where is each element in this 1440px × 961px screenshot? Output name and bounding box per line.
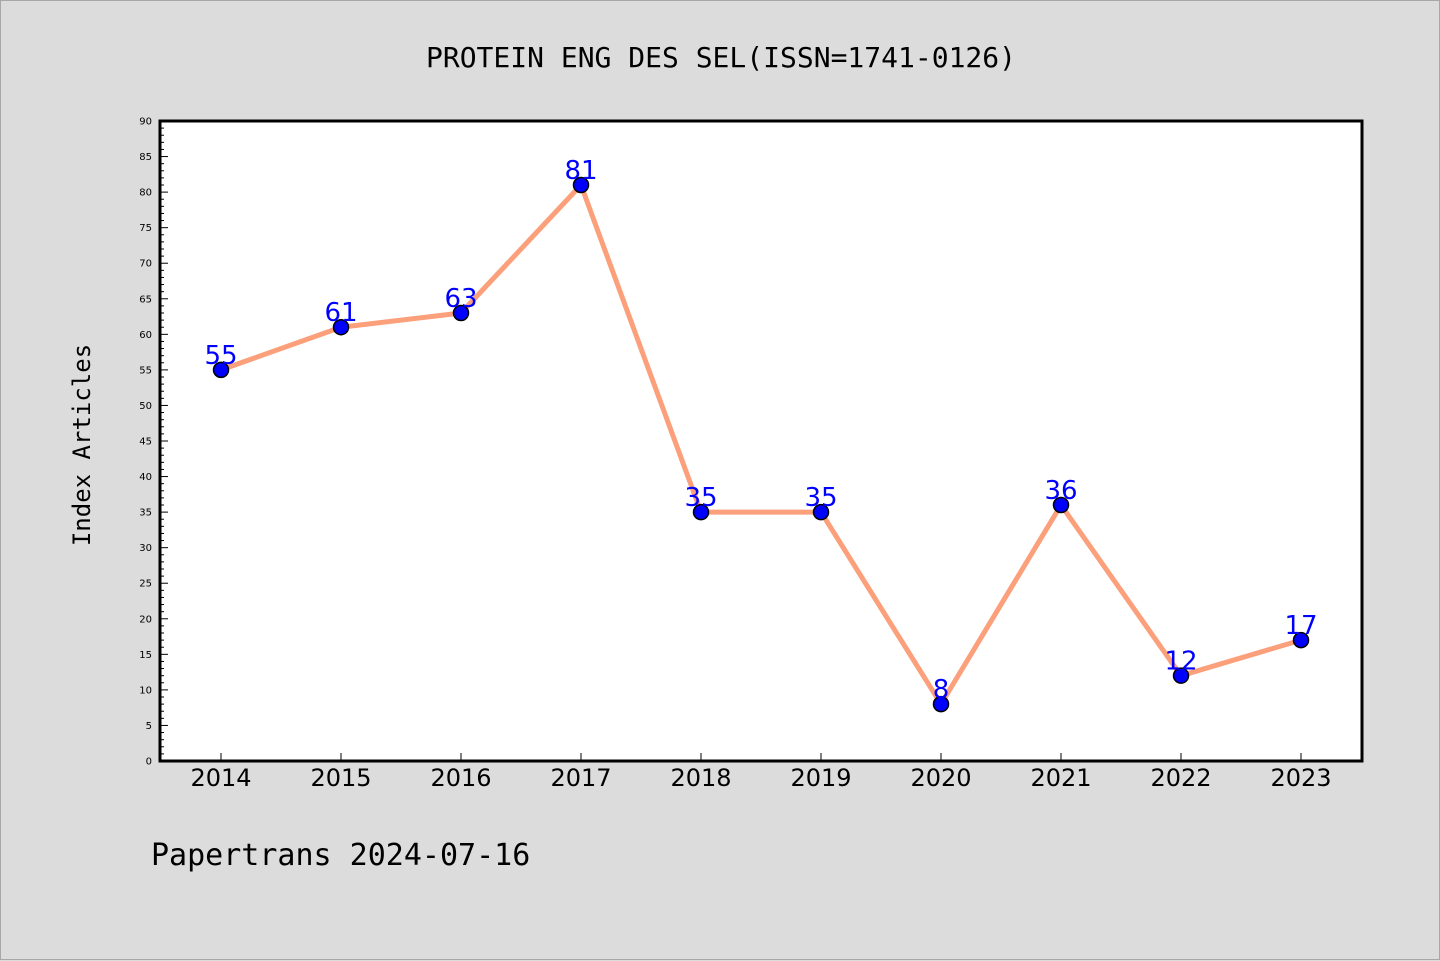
data-point	[1052, 496, 1070, 514]
y-tick-label: 60	[139, 330, 152, 341]
data-point	[572, 176, 590, 194]
data-label: 63	[444, 284, 477, 314]
y-tick-label: 40	[139, 472, 152, 483]
data-point	[212, 361, 230, 379]
data-label: 61	[324, 298, 357, 328]
y-tick-label: 35	[139, 508, 152, 519]
data-label: 12	[1164, 647, 1197, 677]
data-labels: 55 61 63 81 35 35 8 36 12 17	[204, 156, 1317, 705]
y-axis: 0 5 10 15 20 25 30 35 40 45 50 55 60 65 70 75 80 85 90	[139, 117, 168, 768]
x-tick-label: 2016	[430, 764, 491, 792]
data-label: 35	[684, 483, 717, 513]
data-point	[1292, 631, 1310, 649]
x-tick-label: 2015	[310, 764, 371, 792]
data-point	[452, 304, 470, 322]
data-label: 17	[1284, 611, 1317, 641]
data-label: 35	[804, 483, 837, 513]
x-tick-label: 2023	[1270, 764, 1331, 792]
data-label: 8	[933, 675, 950, 705]
y-tick-label: 85	[139, 152, 152, 163]
x-tick-label: 2020	[910, 764, 971, 792]
x-tick-label: 2022	[1150, 764, 1211, 792]
data-point	[932, 695, 950, 713]
footer-credit: Papertrans 2024-07-16	[151, 838, 530, 873]
data-point	[1172, 667, 1190, 684]
y-tick-label: 45	[139, 437, 152, 448]
y-tick-label: 30	[139, 543, 152, 554]
x-tick-label: 2018	[670, 764, 731, 792]
x-tick-label: 2014	[190, 764, 251, 792]
y-tick-label: 75	[139, 223, 152, 234]
y-tick-label: 10	[139, 685, 152, 696]
series-line	[218, 182, 1304, 707]
y-tick-label: 25	[139, 579, 152, 590]
x-axis: 2014 2015 2016 2017 2018 2019 2020 2021 2022 2023	[190, 753, 1332, 792]
y-tick-label: 5	[146, 721, 152, 732]
y-tick-label: 50	[139, 401, 152, 412]
y-tick-label: 90	[139, 117, 152, 128]
x-tick-label: 2019	[790, 764, 851, 792]
y-tick-label: 20	[139, 614, 152, 625]
y-tick-label: 15	[139, 650, 152, 661]
plot-area	[158, 119, 1364, 763]
data-point	[332, 318, 350, 336]
data-point	[812, 503, 830, 521]
y-tick-label: 0	[146, 757, 152, 768]
x-tick-label: 2021	[1030, 764, 1091, 792]
y-tick-label: 65	[139, 294, 152, 305]
y-tick-label: 55	[139, 365, 152, 376]
data-label: 55	[204, 341, 237, 371]
y-tick-label: 70	[139, 259, 152, 270]
data-label: 36	[1044, 476, 1077, 506]
data-label: 81	[564, 156, 597, 186]
x-tick-label: 2017	[550, 764, 611, 792]
data-point	[692, 503, 710, 521]
chart-title: PROTEIN ENG DES SEL(ISSN=1741-0126)	[426, 41, 1016, 74]
data-markers	[212, 176, 1310, 713]
series-polyline	[218, 182, 1304, 707]
y-tick-label: 80	[139, 188, 152, 199]
y-axis-label: Index Articles	[68, 344, 96, 546]
